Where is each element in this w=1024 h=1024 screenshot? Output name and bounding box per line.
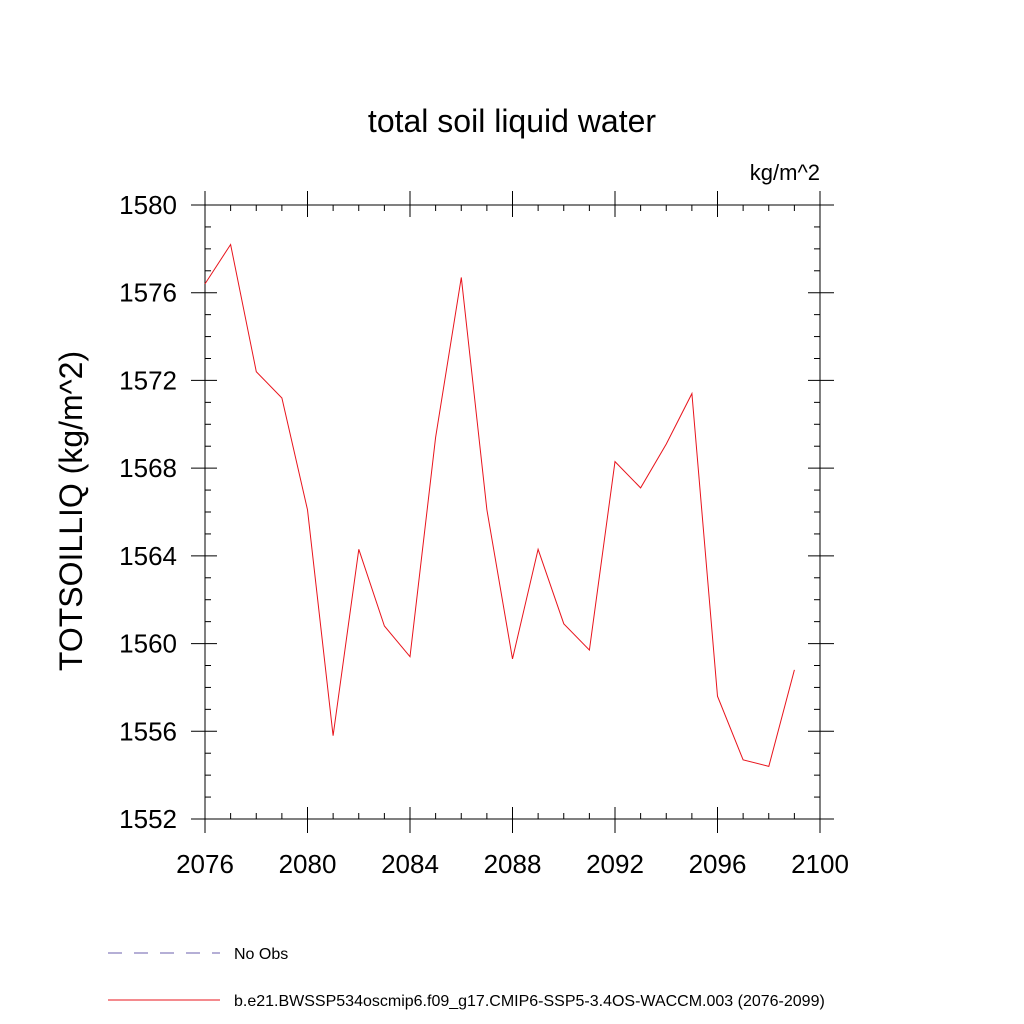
x-tick-label: 2092 [586, 849, 644, 879]
legend-label: No Obs [234, 946, 288, 963]
y-tick-label: 1564 [119, 541, 177, 571]
axis-tick-labels: 2076 2080 2084 2088 2092 2096 2100 1552 1556 1560… [119, 190, 849, 879]
x-tick-label: 2096 [689, 849, 747, 879]
legend: No Obs b.e21.BWSSP534oscmip6.f09_g17.CMIP… [108, 946, 825, 1010]
series-layer [204, 243, 795, 768]
x-tick-label: 2088 [484, 849, 542, 879]
x-tick-label: 2076 [176, 849, 234, 879]
axis-ticks [191, 191, 834, 833]
legend-label: b.e21.BWSSP534oscmip6.f09_g17.CMIP6-SSP5… [234, 993, 825, 1010]
chart-title: total soil liquid water [368, 103, 656, 139]
y-tick-label: 1552 [119, 804, 177, 834]
y-tick-label: 1572 [119, 365, 177, 395]
y-axis-label: TOTSOILLIQ (kg/m^2) [53, 351, 89, 671]
y-tick-label: 1568 [119, 453, 177, 483]
x-tick-label: 2100 [791, 849, 849, 879]
plot-frame [204, 204, 821, 820]
units-label: kg/m^2 [750, 160, 820, 185]
y-tick-label: 1576 [119, 278, 177, 308]
y-tick-label: 1560 [119, 629, 177, 659]
y-tick-label: 1556 [119, 716, 177, 746]
y-tick-label: 1580 [119, 190, 177, 220]
x-tick-label: 2080 [279, 849, 337, 879]
x-tick-label: 2084 [381, 849, 439, 879]
series-line-0 [204, 243, 795, 768]
